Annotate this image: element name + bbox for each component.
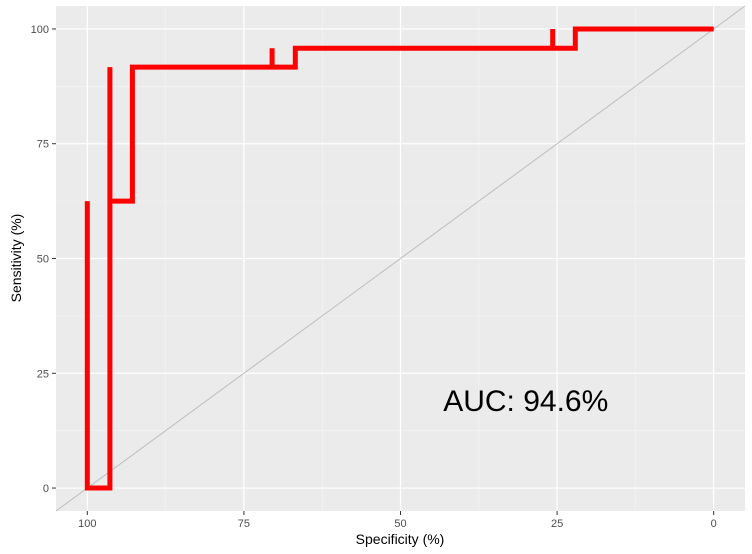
- axis-ticks: [52, 28, 715, 515]
- y-axis-title: Sensitivity (%): [8, 214, 24, 303]
- auc-annotation: AUC: 94.6%: [443, 385, 608, 418]
- x-tick-label: 100: [78, 518, 96, 530]
- roc-curve: [84, 26, 714, 491]
- annotations: AUC: 94.6%: [443, 385, 608, 418]
- x-tick-label: 75: [238, 518, 250, 530]
- y-tick-label: 100: [31, 24, 49, 36]
- roc-series-line: [84, 26, 714, 491]
- axis-tick-labels: 100 75 50 25 0 0 25 50 75 100: [31, 24, 717, 530]
- y-tick-label: 25: [37, 368, 49, 380]
- y-tick-label: 0: [43, 483, 49, 495]
- x-axis-title: Specificity (%): [356, 531, 445, 547]
- y-tick-label: 50: [37, 254, 49, 266]
- reference-line: [55, 5, 746, 512]
- y-tick-label: 75: [37, 139, 49, 151]
- reference-diagonal: [55, 5, 746, 512]
- x-tick-label: 25: [551, 518, 563, 530]
- x-tick-label: 50: [394, 518, 406, 530]
- x-tick-label: 0: [711, 518, 717, 530]
